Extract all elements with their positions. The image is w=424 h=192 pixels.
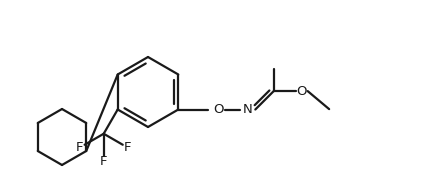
Text: O: O — [296, 85, 307, 98]
Text: F: F — [100, 155, 107, 168]
Text: F: F — [124, 141, 132, 154]
Text: F: F — [76, 141, 83, 154]
Text: N: N — [243, 103, 252, 116]
Text: O: O — [213, 103, 223, 116]
